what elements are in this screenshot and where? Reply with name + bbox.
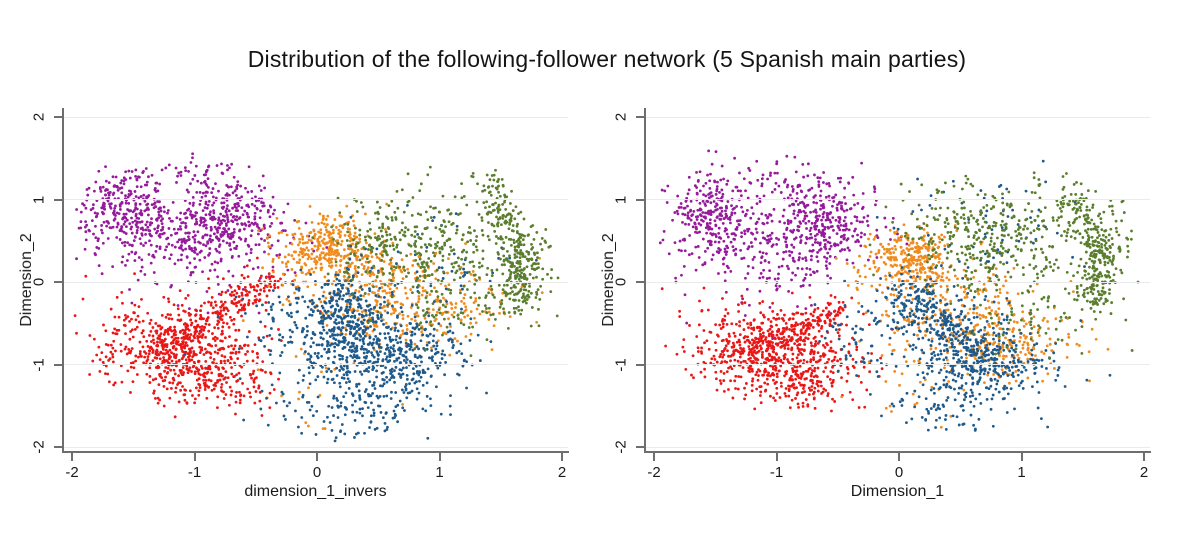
x-axis-tick <box>438 453 441 461</box>
x-tick-label: -2 <box>647 464 661 481</box>
y-axis-tick <box>636 446 644 448</box>
y-axis-tick <box>54 198 62 201</box>
scatter-panel-right: 2 1 0 -1 -2 -2 -1 0 1 2 Dimension_1 Dimension_2 <box>600 108 1151 500</box>
y-axis-spine <box>62 108 64 452</box>
gridline <box>64 116 568 118</box>
y-axis-tick <box>636 281 644 283</box>
gridline <box>646 446 1150 448</box>
y-axis-tick <box>54 363 62 366</box>
x-axis-tick <box>898 453 900 461</box>
gridline <box>646 116 1150 118</box>
y-tick-label: 2 <box>612 112 630 122</box>
y-axis-tick <box>636 363 644 366</box>
x-axis-tick <box>1020 453 1023 461</box>
x-tick-label: -1 <box>187 464 202 481</box>
scatter-panel-left: 2 1 0 -1 -2 -2 -1 0 1 2 dimension_1_invers Dimens… <box>18 108 569 500</box>
gridline <box>64 364 568 365</box>
x-tick-label: 0 <box>894 464 904 481</box>
x-axis-label: Dimension_1 <box>850 483 945 500</box>
x-axis-tick <box>71 453 73 461</box>
scatter-points-canvas <box>63 108 568 452</box>
gridline <box>64 199 568 200</box>
x-axis-tick <box>1143 453 1145 461</box>
x-axis-spine <box>644 451 1151 453</box>
x-tick-label: 1 <box>435 464 444 481</box>
y-tick-label: -1 <box>30 357 48 372</box>
x-axis-spine <box>62 451 569 453</box>
y-axis-tick <box>54 116 62 118</box>
y-tick-label: -2 <box>612 440 630 454</box>
y-axis-tick <box>636 198 644 201</box>
plot-area: 2 1 0 -1 -2 -2 -1 0 1 2 <box>31 108 569 481</box>
y-tick-label: 2 <box>30 112 48 122</box>
x-axis-tick <box>775 453 778 461</box>
x-axis-tick <box>193 453 196 461</box>
y-axis-spine <box>644 108 646 452</box>
y-tick-label: 1 <box>612 195 630 204</box>
y-axis-label: Dimension_2 <box>600 233 617 327</box>
x-axis-tick <box>561 453 563 461</box>
scatter-points-canvas <box>645 108 1150 452</box>
gridline <box>64 446 568 448</box>
gridline <box>646 199 1150 200</box>
chart-title: Distribution of the following-follower n… <box>247 46 967 72</box>
x-tick-label: 2 <box>557 464 567 481</box>
plot-area: 2 1 0 -1 -2 -2 -1 0 1 2 <box>613 108 1151 481</box>
x-tick-label: 0 <box>312 464 322 481</box>
gridline <box>646 364 1150 365</box>
y-tick-label: -1 <box>612 357 630 372</box>
x-tick-label: 1 <box>1017 464 1026 481</box>
x-axis-tick <box>316 453 318 461</box>
y-axis-tick <box>54 446 62 448</box>
x-axis-tick <box>653 453 655 461</box>
gridline <box>64 281 568 283</box>
x-tick-label: -1 <box>769 464 784 481</box>
x-tick-label: -2 <box>65 464 79 481</box>
y-tick-label: 1 <box>30 195 48 204</box>
gridline <box>646 281 1150 283</box>
x-axis-label: dimension_1_invers <box>244 483 387 500</box>
x-tick-label: 2 <box>1139 464 1149 481</box>
y-axis-tick <box>636 116 644 118</box>
y-axis-tick <box>54 281 62 283</box>
y-axis-label: Dimension_2 <box>18 233 35 327</box>
y-tick-label: -2 <box>30 440 48 454</box>
